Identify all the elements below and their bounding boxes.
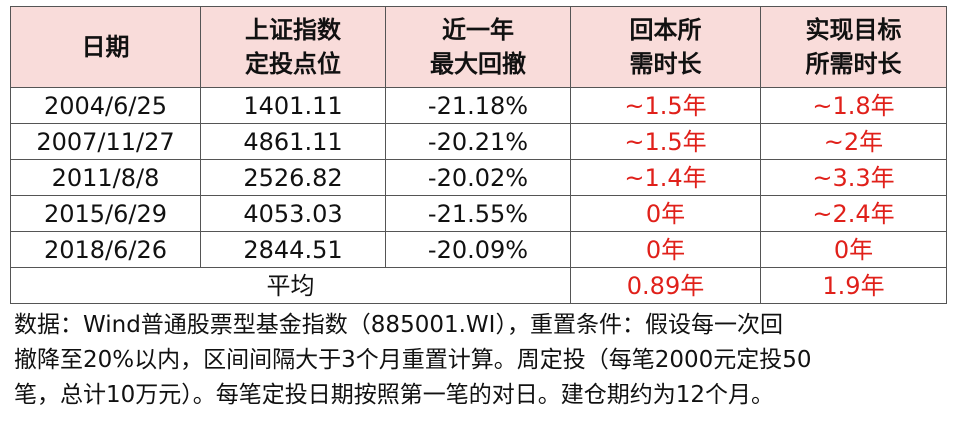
header-line: 回本所 xyxy=(629,16,702,44)
table-cell: ~1.5年 xyxy=(570,87,761,124)
table-cell: -20.09% xyxy=(385,231,571,268)
header-cell: 近一年 最大回撤 xyxy=(385,6,571,88)
table-cell: 2011/8/8 xyxy=(10,159,201,196)
table-cell: 2007/11/27 xyxy=(10,123,201,160)
table-cell: ~1.4年 xyxy=(570,159,761,196)
table-cell: ~2.4年 xyxy=(760,195,947,232)
table-cell: -21.55% xyxy=(385,195,571,232)
footnote-line: 数据：Wind普通股票型基金指数（885001.WI），重置条件：假设每一次回 xyxy=(14,312,783,338)
header-row: 日期 上证指数 定投点位 近一年 最大回撤 回本所 需时长 实现目标 所需时长 xyxy=(10,6,947,88)
table-cell: -20.02% xyxy=(385,159,571,196)
table-row: 2011/8/8 2526.82 -20.02% ~1.4年 ~3.3年 xyxy=(10,159,947,196)
header-line: 实现目标 xyxy=(805,16,902,44)
header-line: 定投点位 xyxy=(245,50,341,78)
table-cell: 2004/6/25 xyxy=(10,87,201,124)
header-line: 近一年 xyxy=(442,16,514,44)
table-cell: 4861.11 xyxy=(200,123,386,160)
table-row: 2004/6/25 1401.11 -21.18% ~1.5年 ~1.8年 xyxy=(10,87,947,124)
average-row: 平均 0.89年 1.9年 xyxy=(10,267,947,304)
table-cell: 1401.11 xyxy=(200,87,386,124)
table-row: 2018/6/26 2844.51 -20.09% 0年 0年 xyxy=(10,231,947,268)
table-row: 2015/6/29 4053.03 -21.55% 0年 ~2.4年 xyxy=(10,195,947,232)
table-cell: 2526.82 xyxy=(200,159,386,196)
header-line: 最大回撤 xyxy=(430,50,526,78)
table-cell: 2015/6/29 xyxy=(10,195,201,232)
table-body: 2004/6/25 1401.11 -21.18% ~1.5年 ~1.8年 2007/11… xyxy=(10,87,947,304)
header-cell: 回本所 需时长 xyxy=(570,6,761,88)
header-cell: 实现目标 所需时长 xyxy=(760,6,947,88)
table-cell: ~3.3年 xyxy=(760,159,947,196)
header-line: 上证指数 xyxy=(245,16,341,44)
table-cell: ~1.5年 xyxy=(570,123,761,160)
average-cell: 1.9年 xyxy=(760,267,947,304)
average-cell: 平均 xyxy=(10,267,571,304)
table-row: 2007/11/27 4861.11 -20.21% ~1.5年 ~2年 xyxy=(10,123,947,160)
table-cell: 4053.03 xyxy=(200,195,386,232)
header-line: 需时长 xyxy=(629,50,702,78)
table-cell: 0年 xyxy=(570,195,761,232)
average-cell: 0.89年 xyxy=(570,267,761,304)
header-cell: 上证指数 定投点位 xyxy=(200,6,386,88)
header-line: 所需时长 xyxy=(805,50,902,78)
footnote: 数据：Wind普通股票型基金指数（885001.WI），重置条件：假设每一次回撤… xyxy=(14,308,812,413)
table-cell: 0年 xyxy=(570,231,761,268)
footnote-line: 撤降至20%以内，区间间隔大于3个月重置计算。周定投（每笔2000元定投50 xyxy=(14,347,812,373)
data-table: 日期 上证指数 定投点位 近一年 最大回撤 回本所 需时长 实现目标 所需时长 2004/6/2… xyxy=(10,6,947,304)
header-line: 日期 xyxy=(81,33,130,61)
table-cell: -20.21% xyxy=(385,123,571,160)
table-cell: 2018/6/26 xyxy=(10,231,201,268)
table-cell: -21.18% xyxy=(385,87,571,124)
table-cell: ~2年 xyxy=(760,123,947,160)
table-cell: ~1.8年 xyxy=(760,87,947,124)
footnote-line: 笔，总计10万元）。每笔定投日期按照第一笔的对日。建仓期约为12个月。 xyxy=(14,382,775,408)
table-cell: 0年 xyxy=(760,231,947,268)
header-cell: 日期 xyxy=(10,6,201,88)
table-cell: 2844.51 xyxy=(200,231,386,268)
